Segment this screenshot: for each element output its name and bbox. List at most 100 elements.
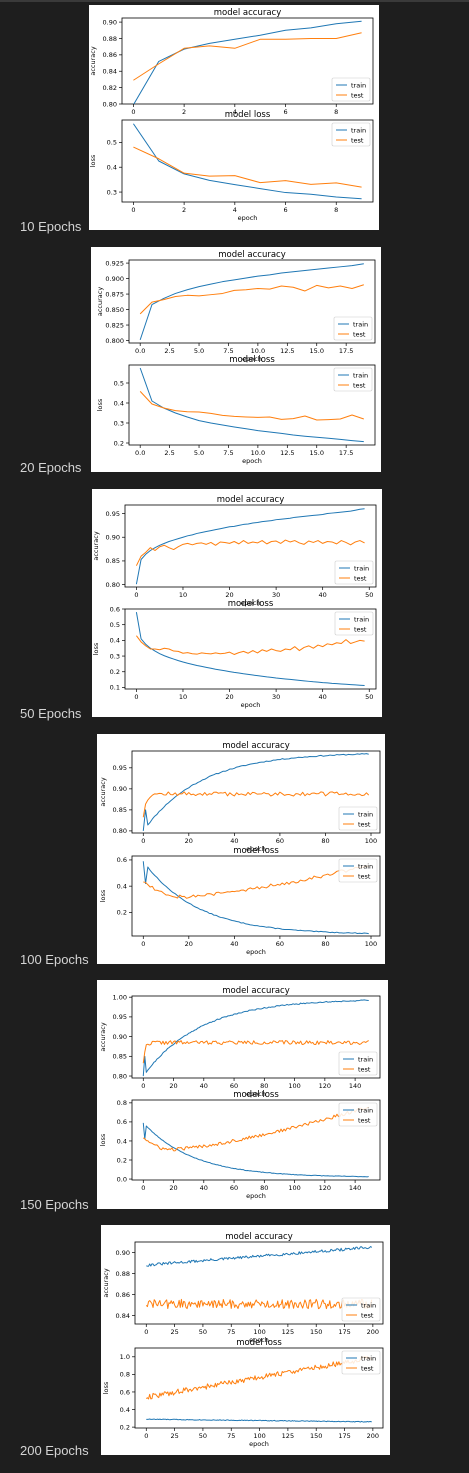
c4-s1-xtick-label-3: 60: [230, 1184, 238, 1192]
c2-s0-legend: train test: [334, 560, 374, 585]
c4-s0-ytick-label-1: 0.85: [113, 1053, 127, 1061]
c2-s0-ytick-label-1: 0.85: [106, 557, 120, 565]
c4-s1-ytick-label-4: 0.8: [117, 1099, 127, 1107]
c4-s0-xtick-label-3: 60: [230, 1082, 238, 1090]
c1-s1-ytick-label-0: 0.2: [114, 439, 124, 447]
c4-s1-legend-label-test: test: [358, 1116, 371, 1124]
chart-svg-200-epochs: model accuracy 0 25 50 75 100 125 150 175 200 0.84…: [102, 1232, 384, 1448]
c0-s0-series-train-line: [133, 20, 362, 104]
c1-s0-series-test-line: [139, 284, 364, 315]
c2-s0-series-train-line: [135, 508, 365, 585]
c3-s0-axes-frame: [131, 750, 381, 834]
c1-s1-xtick-label-6: 15.0: [309, 449, 323, 457]
chart-card-50-epochs: model accuracy 0 10 20 30 40 50 0.80 0.85 0.90 0.9…: [92, 489, 382, 717]
chart-svg-50-epochs: model accuracy 0 10 20 30 40 50 0.80 0.85 0.90 0.9…: [92, 495, 377, 709]
c3-s0-xtick-label-5: 100: [365, 837, 377, 845]
c4-s0-legend-label-test: test: [358, 1065, 371, 1073]
c1-s1-legend: train test: [333, 367, 373, 392]
c4-s0-xlabel: epoch: [246, 1090, 266, 1098]
c5-s1-title: model loss: [236, 1338, 282, 1348]
c5-s0-series-train-line: [146, 1246, 373, 1267]
c3-s1-xlabel: epoch: [246, 948, 266, 956]
c3-s1-legend-label-test: test: [358, 872, 371, 880]
c5-s1-legend-label-test: test: [361, 1364, 374, 1372]
c2-s0-legend-label-test: test: [354, 574, 367, 582]
c3-s1-xtick-label-3: 60: [276, 940, 284, 948]
c5-s0-ytick-label-1: 0.86: [116, 1291, 130, 1299]
c4-s1-xtick-label-0: 0: [141, 1184, 145, 1192]
c2-s0-series-test-line: [135, 539, 365, 566]
c1-s1-xtick-label-3: 7.5: [223, 449, 233, 457]
c4-s0-series-train-line: [142, 999, 369, 1077]
c4-s0-series-test-line: [142, 1040, 369, 1064]
c1-s0-legend-label-test: test: [353, 330, 366, 338]
c2-s0-xlabel: epoch: [241, 599, 261, 607]
c1-s1-title: model loss: [229, 355, 275, 365]
c1-s0-xtick-label-3: 7.5: [223, 347, 233, 355]
c1-s1-xlabel: epoch: [242, 457, 262, 465]
c2-s1-xtick-label-5: 50: [365, 693, 373, 701]
c3-s1-series-test-line: [143, 865, 369, 899]
c3-s1-xtick-label-0: 0: [141, 940, 145, 948]
c5-s0-legend-label-train: train: [361, 1301, 376, 1309]
c1-s0-xtick-label-6: 15.0: [309, 347, 323, 355]
c1-s0-ytick-label-3: 0.875: [105, 290, 124, 298]
c1-s1-xtick-label-0: 0.0: [135, 449, 145, 457]
c4-s1-xtick-label-1: 20: [169, 1184, 177, 1192]
c2-s0-xtick-label-3: 30: [272, 591, 280, 599]
c0-s0-ytick-label-5: 0.90: [103, 18, 117, 26]
c4-s1-xlabel: epoch: [246, 1192, 266, 1200]
c4-s0-xtick-label-2: 40: [200, 1082, 208, 1090]
c5-s1-xtick-label-6: 150: [310, 1432, 322, 1440]
c2-s0-legend-label-train: train: [354, 564, 369, 572]
caption-200-epochs: 200 Epochs: [20, 1443, 89, 1458]
window-top-border: [0, 0, 469, 2]
c0-s0-xtick-label-2: 4: [233, 108, 237, 116]
c3-s1-axes-frame: [131, 855, 381, 937]
c3-s0-xtick-label-0: 0: [141, 837, 145, 845]
c2-s1-ytick-label-3: 0.4: [110, 637, 120, 645]
c5-s1-xtick-label-7: 175: [338, 1432, 350, 1440]
c1-s1-ytick-label-2: 0.4: [114, 399, 124, 407]
c4-s0-xtick-label-5: 100: [288, 1082, 300, 1090]
c0-s1-series-train-line: [132, 123, 362, 200]
c0-s1-axes-frame: [121, 119, 374, 203]
c5-s0-ytick-label-0: 0.84: [116, 1312, 130, 1320]
c5-s1-axes-frame: [134, 1347, 384, 1429]
c5-s1-xlabel: epoch: [249, 1440, 269, 1448]
c0-s1-xtick-label-2: 4: [233, 206, 237, 214]
c1-s1-xtick-label-2: 5.0: [194, 449, 204, 457]
c5-s1-xtick-label-3: 75: [227, 1432, 235, 1440]
c5-s0-xtick-label-4: 100: [253, 1328, 265, 1336]
c3-s1-xtick-label-4: 80: [321, 940, 329, 948]
c1-s0-legend-label-train: train: [353, 320, 368, 328]
c3-s1-xtick-label-2: 40: [230, 940, 238, 948]
caption-10-epochs: 10 Epochs: [20, 219, 82, 234]
c4-s1-ytick-label-2: 0.4: [117, 1137, 127, 1145]
c5-s1-ytick-label-0: 0.2: [120, 1423, 130, 1431]
c3-s1-series-train-line: [142, 861, 369, 935]
c2-s1-ytick-label-5: 0.6: [110, 605, 120, 613]
c0-s0-legend: train test: [331, 77, 371, 102]
c2-s0-xtick-label-4: 40: [319, 591, 327, 599]
c3-s0-ytick-label-0: 0.80: [113, 827, 127, 835]
c5-s1-xtick-label-8: 200: [367, 1432, 379, 1440]
c3-s0-series-test-line: [142, 791, 370, 818]
c1-s0-ytick-label-4: 0.900: [105, 275, 124, 283]
c2-s1-xtick-label-1: 10: [179, 693, 187, 701]
c0-s0-ytick-label-2: 0.84: [103, 68, 117, 76]
c0-s0-legend-label-test: test: [351, 91, 364, 99]
c0-s0-ytick-label-1: 0.82: [103, 84, 117, 92]
c0-s0-ytick-label-0: 0.80: [103, 100, 117, 108]
chart-svg-10-epochs: model accuracy 0 2 4 6 8 0.80 0.82 0.84 0.86 0.88 0…: [89, 8, 374, 222]
c4-s1-xtick-label-5: 100: [288, 1184, 300, 1192]
c1-s1-xtick-label-7: 17.5: [339, 449, 353, 457]
c2-s1-xtick-label-0: 0: [134, 693, 138, 701]
c3-s0-series-train-line: [142, 753, 369, 831]
c3-s0-xtick-label-2: 40: [230, 837, 238, 845]
c1-s1-xtick-label-5: 12.5: [280, 449, 294, 457]
c3-s1-ytick-label-0: 0.2: [117, 909, 127, 917]
c4-s0-legend-label-train: train: [358, 1055, 373, 1063]
c1-s1-series-test-line: [139, 391, 364, 421]
c5-s0-legend-label-test: test: [361, 1311, 374, 1319]
